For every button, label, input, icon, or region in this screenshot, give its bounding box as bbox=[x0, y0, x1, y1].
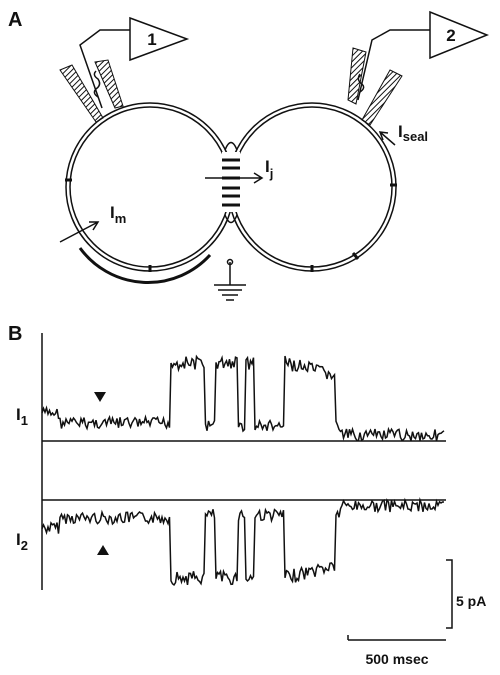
subscript: m bbox=[115, 211, 127, 226]
subscript: j bbox=[269, 166, 274, 181]
subscript: 1 bbox=[21, 413, 28, 428]
scale-bar bbox=[348, 560, 452, 640]
scale-label: 500 msec bbox=[365, 651, 428, 667]
cell-diagram bbox=[60, 12, 487, 300]
trace bbox=[42, 356, 444, 441]
current-label: Ij bbox=[265, 157, 273, 181]
trace bbox=[42, 500, 444, 585]
figure: A 1 2 bbox=[0, 0, 500, 675]
panel-label: B bbox=[8, 323, 22, 345]
trace-label: I1 bbox=[16, 405, 28, 428]
marker bbox=[94, 392, 106, 402]
amplifier-label: 1 bbox=[147, 30, 156, 49]
marker bbox=[97, 545, 109, 555]
amplifier-label: 2 bbox=[446, 26, 455, 45]
panel-label: A bbox=[8, 9, 22, 31]
scale-label: 5 pA bbox=[456, 593, 486, 609]
subscript: 2 bbox=[21, 538, 28, 553]
subscript: seal bbox=[403, 129, 428, 144]
trace-label: I2 bbox=[16, 530, 28, 553]
current-label: Iseal bbox=[398, 122, 428, 144]
current-label: Im bbox=[110, 203, 126, 226]
